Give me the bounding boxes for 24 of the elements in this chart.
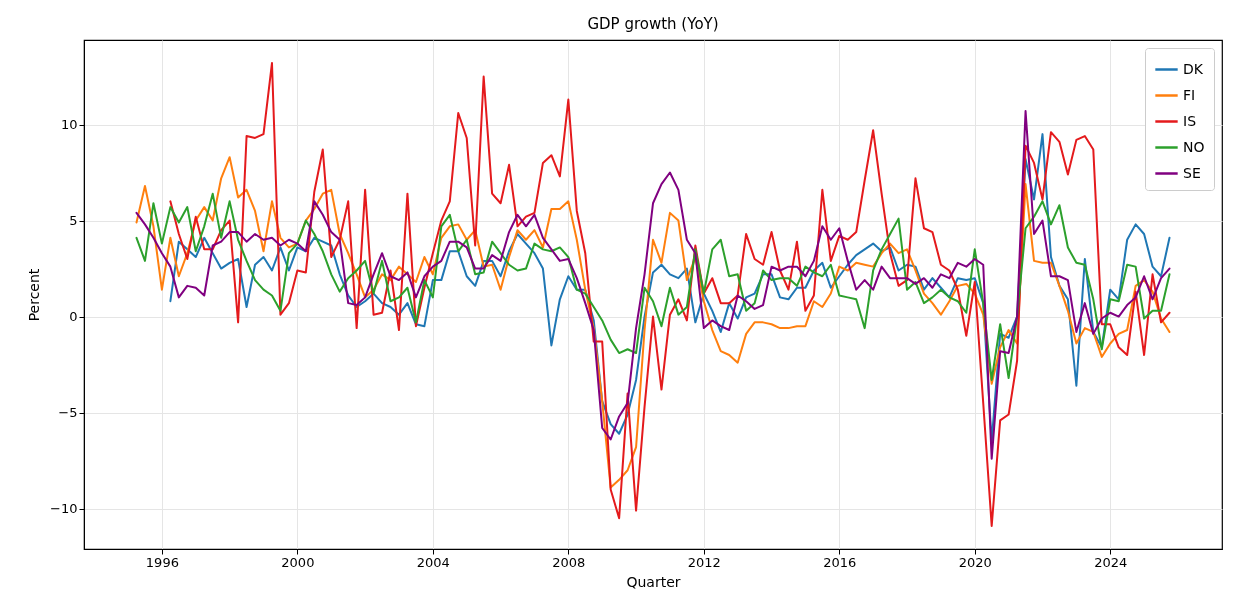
y-tick-label: 0 [69, 309, 78, 325]
y-tick-label: 5 [69, 213, 78, 229]
x-tick-label: 2012 [687, 554, 721, 570]
y-tick-label: 10 [60, 117, 78, 133]
x-tick-label: 2024 [1094, 554, 1128, 570]
y-tick-label: −10 [50, 501, 78, 517]
x-tick-label: 1996 [145, 554, 179, 570]
line-series [135, 192, 1171, 381]
chart-title: GDP growth (YoY) [587, 15, 719, 33]
x-tick-label: 2004 [416, 554, 450, 570]
x-tick-label: 2000 [281, 554, 315, 570]
legend-label: IS [1183, 112, 1197, 129]
x-axis-title: Quarter [626, 573, 681, 590]
legend-label: NO [1183, 138, 1205, 155]
legend-label: DK [1183, 60, 1204, 77]
x-tick-label: 2020 [958, 554, 992, 570]
y-tick-label: −5 [58, 405, 78, 421]
legend-label: FI [1183, 86, 1196, 103]
legend-label: SE [1183, 164, 1201, 181]
x-tick-label: 2008 [552, 554, 586, 570]
x-tick-label: 2016 [823, 554, 857, 570]
line-series [135, 156, 1171, 489]
line-series [169, 62, 1171, 527]
y-axis-title: Percent [26, 268, 43, 322]
